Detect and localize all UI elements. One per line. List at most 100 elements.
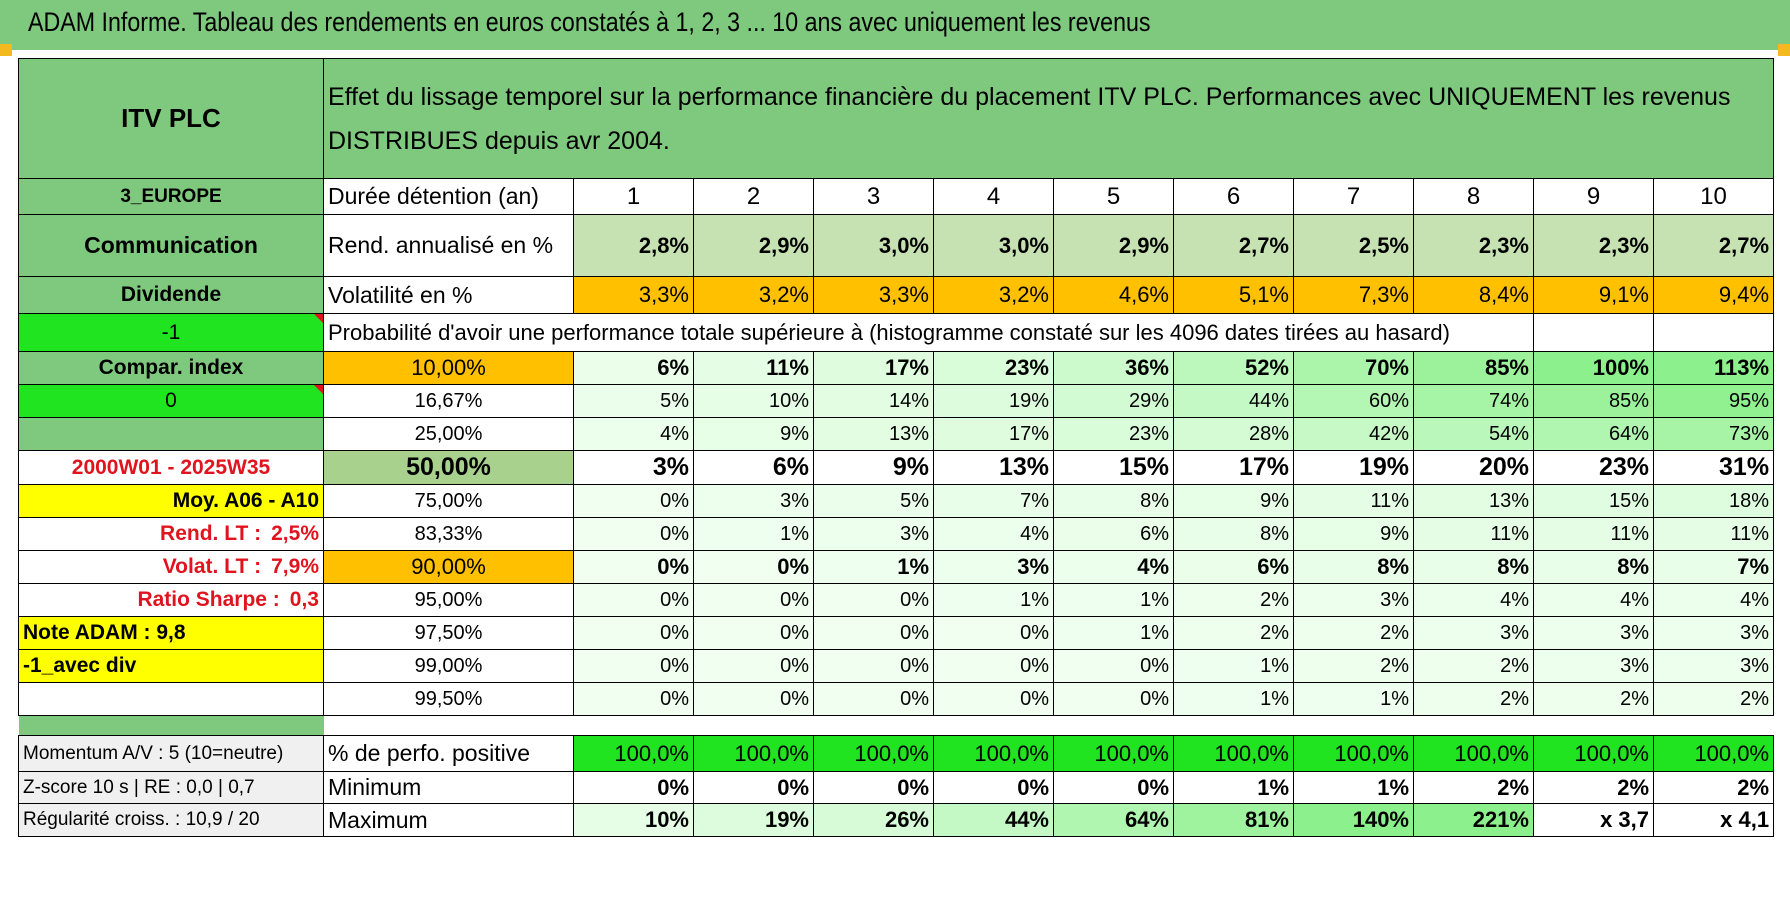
prob-value-cell: 17% (813, 351, 934, 385)
prob-value-cell: 10% (693, 384, 814, 418)
prob-value-cell: 11% (1293, 484, 1414, 518)
prob-value-cell: 23% (1533, 450, 1654, 485)
rend-cell-4: 3,0% (933, 214, 1054, 277)
threshold-cell: 97,50% (323, 616, 574, 650)
prob-value-cell: 3% (693, 484, 814, 518)
prob-row: 25,00% 4% 9% 13% 17% 23% 28% 42% 54% 64% 73% (18, 417, 1775, 451)
prob-value-cell: 5% (573, 384, 694, 418)
prob-value-cell: 0% (573, 616, 694, 650)
prob-value-cell: 4% (1053, 550, 1174, 584)
prob-value-cell: 11% (1413, 517, 1534, 551)
prob-value-cell: 0% (933, 649, 1054, 683)
prob-row: 0 16,67% 5% 10% 14% 19% 29% 44% 60% 74% 85% 95% (18, 384, 1775, 418)
prob-value-cell: 36% (1053, 351, 1174, 385)
prob-value-cell: 0% (693, 616, 814, 650)
prob-value-cell: 2% (1173, 616, 1294, 650)
prob-value-cell: 8% (1173, 517, 1294, 551)
minimum-label: Minimum (323, 771, 574, 804)
years-cell-1: 1 (573, 178, 694, 215)
volat-lt: Volat. LT : 7,9% (18, 550, 324, 584)
prob-value-cell: 9% (1293, 517, 1414, 551)
flag-cell-2[interactable]: 0 (18, 384, 324, 418)
threshold-cell: 90,00% (323, 550, 574, 584)
prob-value-cell: 0% (573, 484, 694, 518)
threshold-cell: 99,00% (323, 649, 574, 683)
prob-value-cell: 29% (1053, 384, 1174, 418)
maximum-cell-2: 19% (693, 803, 814, 837)
corner-handle-right[interactable] (1778, 44, 1790, 56)
rend-cell-2: 2,9% (693, 214, 814, 277)
prob-row: 99,50% 0% 0% 0% 0% 0% 1% 1% 2% 2% 2% (18, 682, 1775, 716)
volat-cell-10: 9,4% (1652, 276, 1775, 314)
corner-handle-left[interactable] (0, 44, 12, 56)
zscore-label: Z-score 10 s | RE : 0,0 | 0,7 (18, 771, 324, 804)
prob-row: Moy. A06 - A10 75,00% 0% 3% 5% 7% 8% 9% 11% 13% 15… (18, 484, 1775, 518)
prob-value-cell: 28% (1173, 417, 1294, 451)
title-bar: ADAM Informe. Tableau des rendements en … (0, 0, 1790, 50)
volat-lt-value: 7,9% (271, 555, 319, 578)
prob-value-cell: 73% (1652, 417, 1775, 451)
prob-value-cell: 3% (573, 450, 694, 485)
maximum-cell-10: x 4,1 (1652, 803, 1775, 837)
prob-value-cell: 13% (1413, 484, 1534, 518)
prob-value-cell: 2% (1413, 649, 1534, 683)
rend-cell-5: 2,9% (1053, 214, 1174, 277)
empty-cell (1652, 313, 1775, 352)
prob-value-cell: 9% (1173, 484, 1294, 518)
positive-cell-5: 100,0% (1053, 735, 1174, 772)
rend-cell-9: 2,3% (1533, 214, 1654, 277)
years-cell-9: 9 (1533, 178, 1654, 215)
prob-value-cell: 0% (573, 682, 694, 716)
maximum-cell-9: x 3,7 (1533, 803, 1654, 837)
rend-cell-3: 3,0% (813, 214, 934, 277)
prob-value-cell: 113% (1652, 351, 1775, 385)
type-label: Dividende (18, 276, 324, 314)
rend-label: Rend. annualisé en % (323, 214, 574, 277)
prob-value-cell: 2% (1533, 682, 1654, 716)
report-title: ADAM Informe. Tableau des rendements en … (28, 7, 1151, 37)
volat-cell-1: 3,3% (573, 276, 694, 314)
volat-cell-9: 9,1% (1533, 276, 1654, 314)
note-label: Note ADAM : 9,8 (18, 616, 324, 650)
prob-value-cell: 15% (1053, 450, 1174, 485)
regularite-label: Régularité croiss. : 10,9 / 20 (18, 803, 324, 837)
rend-lt-label: Rend. LT : (160, 522, 262, 545)
rend-lt: Rend. LT : 2,5% (18, 517, 324, 551)
prob-row: Ratio Sharpe :0,3 95,00% 0% 0% 0% 1% 1% 2% 3% 4% 4… (18, 583, 1775, 617)
prob-value-cell: 11% (1652, 517, 1775, 551)
minimum-cell-2: 0% (693, 771, 814, 804)
threshold-cell: 10,00% (323, 351, 574, 385)
prob-value-cell: 6% (1053, 517, 1174, 551)
minimum-cell-4: 0% (933, 771, 1054, 804)
empty-cell (18, 682, 324, 716)
prob-value-cell: 1% (1053, 583, 1174, 617)
prob-value-cell: 0% (693, 682, 814, 716)
volat-cell-2: 3,2% (693, 276, 814, 314)
minimum-cell-8: 2% (1413, 771, 1534, 804)
sharpe-value: 0,3 (289, 588, 319, 611)
prob-value-cell: 8% (1053, 484, 1174, 518)
maximum-cell-4: 44% (933, 803, 1054, 837)
prob-value-cell: 44% (1173, 384, 1294, 418)
prob-value-cell: 2% (1293, 616, 1414, 650)
prob-value-cell: 0% (933, 616, 1054, 650)
positive-cell-6: 100,0% (1173, 735, 1294, 772)
prob-value-cell: 20% (1413, 450, 1534, 485)
prob-value-cell: 2% (1293, 649, 1414, 683)
flag-cell-1[interactable]: -1 (18, 313, 324, 352)
prob-value-cell: 2% (1413, 682, 1534, 716)
returns-table: ITV PLC Effet du lissage temporel sur la… (18, 58, 1775, 837)
prob-value-cell: 2% (1173, 583, 1294, 617)
prob-value-cell: 9% (813, 450, 934, 485)
compar-label: Compar. index (18, 351, 324, 385)
prob-value-cell: 4% (573, 417, 694, 451)
positive-cell-7: 100,0% (1293, 735, 1414, 772)
years-cell-6: 6 (1173, 178, 1294, 215)
prob-value-cell: 0% (1053, 682, 1174, 716)
volat-cell-5: 4,6% (1053, 276, 1174, 314)
prob-value-cell: 7% (933, 484, 1054, 518)
prob-value-cell: 0% (813, 583, 934, 617)
prob-row: -1_avec div 99,00% 0% 0% 0% 0% 0% 1% 2% 2% 3% 3% (18, 649, 1775, 683)
proba-caption-text: Probabilité d'avoir une performance tota… (328, 319, 1450, 345)
years-cell-2: 2 (693, 178, 814, 215)
